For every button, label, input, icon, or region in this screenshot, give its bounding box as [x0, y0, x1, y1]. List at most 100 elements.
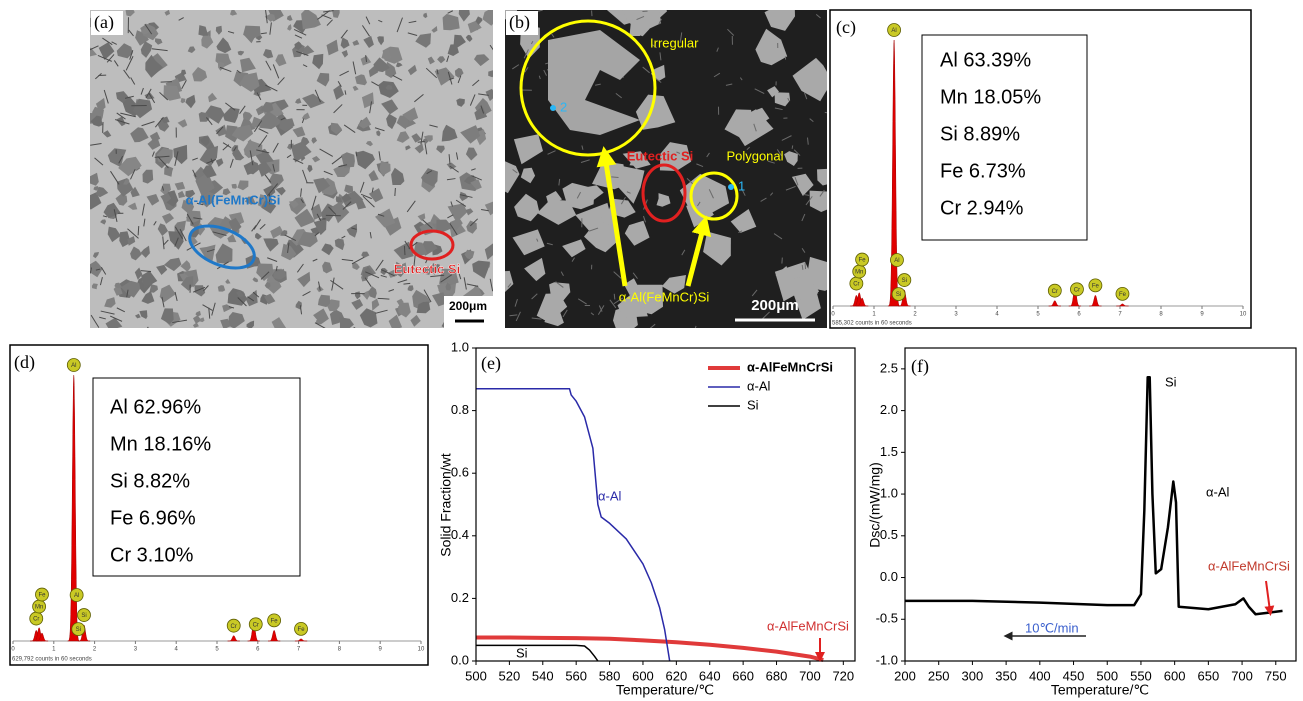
y-tick-label: 0.8 [451, 402, 469, 417]
plot-frame [476, 348, 855, 661]
eutectic-needle [395, 188, 396, 196]
x-tick-label: 660 [732, 668, 754, 683]
eutectic-label: Eutectic Si [627, 148, 693, 163]
y-tick-label: 0.0 [451, 652, 469, 667]
particle [232, 184, 238, 189]
panel-label: (d) [14, 352, 35, 373]
x-tick-label: 600 [1164, 668, 1186, 683]
scale-bar-label: 200μm [449, 299, 487, 313]
eutectic-needle [802, 265, 803, 270]
annotation: α-Al [598, 488, 622, 503]
element-marker-label: Fe [38, 593, 46, 599]
annotation: Si [516, 645, 528, 660]
point-label: 1 [738, 178, 745, 193]
figure: (a) α-Al(FeMnCr)Si Eutectic Si 200μm (b)… [0, 0, 1303, 701]
element-marker-label: Al [894, 258, 899, 264]
eutectic-needle [404, 246, 405, 255]
series-line [476, 389, 670, 661]
annotation: 10℃/min [1025, 620, 1079, 635]
element-marker-label: Fe [271, 618, 279, 624]
point-marker [728, 184, 734, 190]
irregular-label: Irregular [650, 35, 699, 50]
panel-label: (a) [94, 12, 114, 33]
counts-label: 629,792 counts in 60 seconds [12, 657, 92, 663]
annotation: Si [1165, 374, 1177, 389]
x-axis-title: Temperature/℃ [1051, 682, 1149, 698]
x-tick-label: 200 [894, 668, 916, 683]
y-axis-title: Solid Fraction/wt [438, 453, 454, 557]
y-tick-label: -0.5 [876, 611, 898, 626]
composition-line: Mn 18.05% [940, 86, 1041, 108]
x-tick-label: 680 [766, 668, 788, 683]
composition-line: Si 8.82% [110, 470, 190, 492]
y-tick-label: 1.5 [880, 444, 898, 459]
phase-label: α-Al(FeMnCr)Si [619, 289, 710, 304]
legend-label: Si [747, 397, 759, 412]
composition-line: Al 62.96% [110, 396, 201, 418]
y-tick-label: -1.0 [876, 652, 898, 667]
composition-line: Fe 6.96% [110, 507, 196, 529]
element-marker-label: Cr [853, 282, 859, 288]
composition-line: Fe 6.73% [940, 160, 1026, 182]
x-tick-label: 540 [532, 668, 554, 683]
panel-label: (f) [911, 356, 929, 377]
series-line [476, 645, 598, 661]
panel-label: (b) [509, 12, 530, 33]
element-marker-label: Cr [253, 622, 259, 628]
micrograph-a [82, 4, 501, 335]
element-marker-label: Mn [35, 605, 43, 611]
series-line [476, 638, 823, 661]
eutectic-needle [354, 327, 365, 334]
annotation: α-AlFeMnCrSi [1208, 558, 1290, 573]
eutectic-needle [792, 145, 793, 148]
eutectic-label: Eutectic Si [394, 261, 460, 276]
element-marker-label: Al [71, 363, 76, 369]
phase-label: α-Al(FeMnCr)Si [186, 192, 281, 207]
x-axis-title: Temperature/℃ [616, 682, 714, 698]
element-marker-label: Fe [859, 258, 867, 264]
element-marker-label: Al [891, 28, 896, 34]
composition-line: Cr 2.94% [940, 197, 1024, 219]
counts-label: 585,302 counts in 60 seconds [832, 321, 912, 327]
x-tick-label: 10 [418, 647, 425, 653]
y-tick-label: 1.0 [451, 339, 469, 354]
legend-label: α-AlFeMnCrSi [747, 359, 833, 374]
annotation: α-Al [1206, 484, 1230, 499]
eutectic-needle [805, 262, 806, 269]
element-marker-label: Fe [298, 627, 306, 633]
polygonal-label: Polygonal [726, 148, 783, 163]
element-marker-label: Si [81, 613, 86, 619]
x-tick-label: 700 [1231, 668, 1253, 683]
x-tick-label: 300 [962, 668, 984, 683]
composition-line: Mn 18.16% [110, 433, 211, 455]
element-marker-label: Cr [33, 617, 39, 623]
x-tick-label: 650 [1198, 668, 1220, 683]
element-marker-label: Cr [1052, 289, 1058, 295]
y-tick-label: 0.0 [880, 569, 898, 584]
element-marker-label: Mn [855, 270, 863, 276]
eutectic-needle [614, 294, 615, 300]
element-marker-label: Cr [1074, 287, 1080, 293]
element-marker-label: Al [74, 593, 79, 599]
element-marker-label: Fe [1119, 292, 1127, 298]
x-tick-label: 720 [832, 668, 854, 683]
x-tick-label: 400 [1029, 668, 1051, 683]
element-marker-label: Si [902, 278, 907, 284]
x-tick-label: 500 [465, 668, 487, 683]
point-label: 2 [560, 99, 567, 114]
scale-bar-label: 200μm [751, 297, 799, 314]
composition-line: Cr 3.10% [110, 544, 194, 566]
plot-frame [905, 348, 1296, 661]
annotation-arrow [1266, 581, 1270, 611]
x-tick-label: 350 [995, 668, 1017, 683]
element-marker-label: Cr [231, 624, 237, 630]
eutectic-needle [161, 82, 172, 83]
eutectic-needle [138, 226, 139, 235]
element-marker-label: Fe [1092, 283, 1100, 289]
legend-label: α-Al [747, 378, 771, 393]
y-tick-label: 2.5 [880, 360, 898, 375]
panel-label: (c) [836, 17, 856, 38]
x-tick-label: 750 [1265, 668, 1287, 683]
element-marker-label: Si [76, 627, 81, 633]
composition-line: Si 8.89% [940, 123, 1020, 145]
